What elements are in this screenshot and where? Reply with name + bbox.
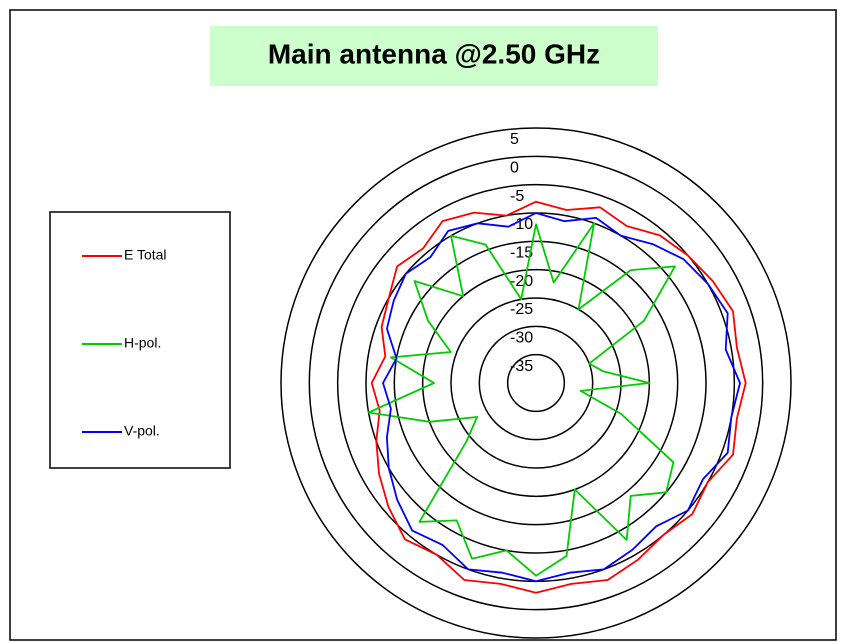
legend-label: E Total — [124, 247, 167, 263]
r-tick-label: 5 — [510, 131, 519, 148]
title-background — [210, 26, 658, 86]
r-tick-label: 0 — [510, 160, 519, 177]
r-tick-label: -35 — [510, 358, 533, 375]
r-tick-label: -30 — [510, 330, 533, 347]
grid-ring — [478, 325, 594, 441]
grid-ring — [393, 240, 679, 526]
r-tick-label: -5 — [510, 188, 524, 205]
legend-label: H-pol. — [124, 335, 161, 351]
r-tick-label: -15 — [510, 245, 533, 262]
grid-ring — [308, 155, 764, 611]
series-line — [367, 222, 676, 577]
r-tick-label: -10 — [510, 216, 533, 233]
chart-title: Main antenna @2.50 GHz — [268, 38, 600, 69]
grid-ring — [450, 297, 622, 469]
legend-box — [49, 211, 231, 469]
series-line — [370, 200, 747, 594]
series-line — [382, 212, 741, 583]
r-tick-label: -20 — [510, 273, 533, 290]
legend-label: V-pol. — [124, 423, 160, 439]
grid-ring — [280, 127, 792, 639]
r-tick-label: -25 — [510, 301, 533, 318]
grid-ring — [506, 353, 566, 413]
